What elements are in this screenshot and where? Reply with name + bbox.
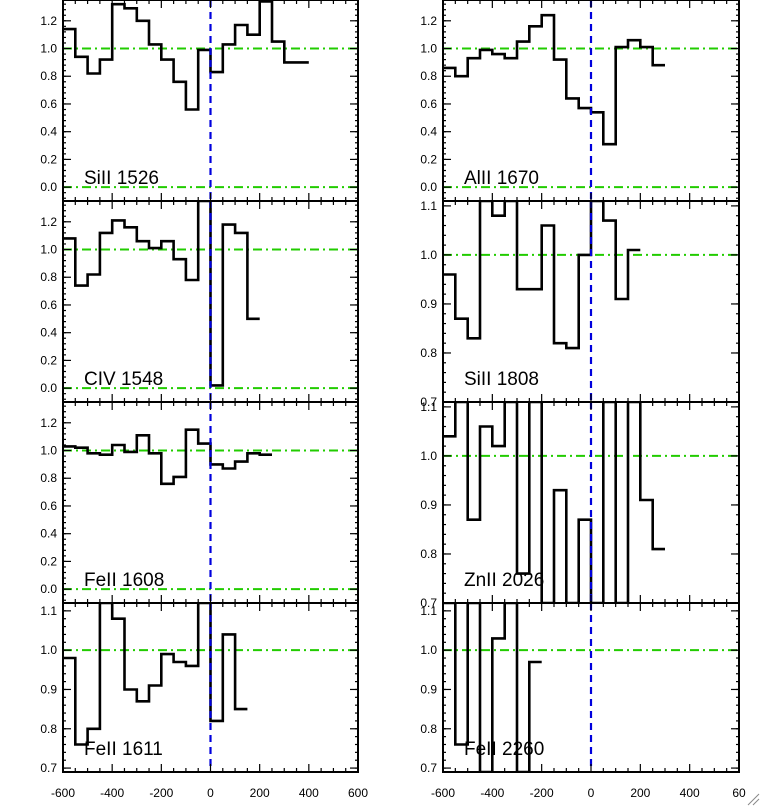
y-tick-label: 0.8 bbox=[420, 547, 437, 561]
panel-civ-1548: 0.0 0.2 0.4 0.6 0.8 1.0 1.2 CIV 1548 bbox=[40, 200, 359, 403]
y-tick-label: 1.0 bbox=[40, 444, 57, 458]
y-tick-label: 1.0 bbox=[40, 243, 57, 257]
y-tick-label: 0.2 bbox=[40, 152, 57, 166]
y-tick-label: 0.7 bbox=[420, 761, 437, 775]
y-tick-label: 0.0 bbox=[40, 180, 57, 194]
y-tick-label: 1.2 bbox=[420, 14, 437, 28]
panel-znii-2026: 0.7 0.8 0.9 1.0 1.1 ZnII 2026 bbox=[420, 400, 740, 610]
y-tick-label: 0.2 bbox=[40, 353, 57, 367]
y-tick-label: 0.8 bbox=[420, 722, 437, 736]
y-tick-label: 1.1 bbox=[420, 400, 437, 414]
x-tick-label: -200 bbox=[530, 786, 554, 800]
ion-label: FeII 2260 bbox=[464, 739, 544, 760]
x-tick-label: -600 bbox=[431, 786, 455, 800]
y-tick-label: 0.6 bbox=[40, 298, 57, 312]
y-tick-label: 1.0 bbox=[420, 643, 437, 657]
y-tick-label: 0.6 bbox=[40, 499, 57, 513]
y-tick-label: 0.8 bbox=[420, 346, 437, 360]
ion-label: CIV 1548 bbox=[84, 369, 163, 390]
y-tick-label: 0.8 bbox=[40, 722, 57, 736]
y-tick-label: 0.9 bbox=[420, 498, 437, 512]
ion-label: SiII 1808 bbox=[464, 369, 539, 390]
y-tick-label: 0.4 bbox=[40, 527, 57, 541]
y-tick-label: 1.2 bbox=[40, 416, 57, 430]
x-tick-label: 200 bbox=[250, 786, 270, 800]
x-tick-label: 200 bbox=[630, 786, 650, 800]
spectrum-line bbox=[63, 0, 309, 111]
y-tick-label: 1.1 bbox=[40, 604, 57, 618]
y-tick-label: 0.4 bbox=[40, 125, 57, 139]
spectrum-line bbox=[443, 201, 641, 350]
y-tick-label: 1.1 bbox=[420, 604, 437, 618]
y-tick-label: 1.0 bbox=[420, 449, 437, 463]
y-tick-label: 0.4 bbox=[40, 326, 57, 340]
ion-label: FeII 1608 bbox=[84, 570, 164, 591]
spectrum-line bbox=[63, 603, 248, 746]
panel-feii-1608: 0.0 0.2 0.4 0.6 0.8 1.0 1.2 FeII 1608 bbox=[40, 401, 359, 604]
spectrum-line bbox=[443, 603, 542, 772]
panel-feii-1611: 0.7 0.8 0.9 1.0 1.1 FeII 1611 bbox=[40, 602, 359, 775]
y-tick-label: 0.4 bbox=[420, 125, 437, 139]
y-tick-label: 0.9 bbox=[40, 682, 57, 696]
panel-siii-1808: 0.7 0.8 0.9 1.0 1.1 SiII 1808 bbox=[420, 199, 740, 409]
y-tick-label: 0.9 bbox=[420, 297, 437, 311]
x-tick-label: 600 bbox=[348, 786, 368, 800]
ion-label: ZnII 2026 bbox=[464, 570, 544, 591]
y-tick-label: 0.6 bbox=[420, 97, 437, 111]
y-tick-label: 1.0 bbox=[420, 248, 437, 262]
ion-label: SiII 1526 bbox=[84, 168, 159, 189]
x-tick-label: -400 bbox=[480, 786, 504, 800]
y-tick-label: 0.7 bbox=[420, 596, 437, 610]
panel-alii-1670: 0.0 0.2 0.4 0.6 0.8 1.0 1.2 AlII 1670 bbox=[420, 0, 740, 202]
y-tick-label: 0.0 bbox=[40, 582, 57, 596]
y-tick-label: 0.8 bbox=[420, 69, 437, 83]
y-tick-label: 0.8 bbox=[40, 270, 57, 284]
ion-label: AlII 1670 bbox=[464, 168, 539, 189]
y-tick-label: 1.1 bbox=[420, 199, 437, 213]
x-tick-label: 0 bbox=[207, 786, 214, 800]
y-tick-label: 0.6 bbox=[40, 97, 57, 111]
y-tick-label: 0.7 bbox=[40, 761, 57, 775]
y-tick-label: 0.0 bbox=[40, 381, 57, 395]
y-tick-label: 0.9 bbox=[420, 682, 437, 696]
x-tick-label: 60 bbox=[732, 786, 746, 800]
spectrum-line bbox=[443, 13, 665, 146]
y-tick-label: 0.8 bbox=[40, 69, 57, 83]
x-tick-label: -400 bbox=[100, 786, 124, 800]
spectrum-line bbox=[63, 428, 272, 486]
panel-siii-1526: 0.0 0.2 0.4 0.6 0.8 1.0 1.2 SiII 1526 bbox=[40, 0, 359, 202]
y-tick-label: 1.2 bbox=[40, 215, 57, 229]
y-tick-label: 0.2 bbox=[420, 152, 437, 166]
y-tick-label: 1.0 bbox=[40, 643, 57, 657]
y-tick-label: 1.0 bbox=[40, 42, 57, 56]
y-tick-label: 1.0 bbox=[420, 42, 437, 56]
y-tick-label: 0.2 bbox=[40, 554, 57, 568]
panel-feii-2260: 0.7 0.8 0.9 1.0 1.1 FeII 2260 bbox=[420, 602, 740, 775]
x-tick-label: 400 bbox=[680, 786, 700, 800]
y-tick-label: 0.8 bbox=[40, 471, 57, 485]
x-tick-label: 0 bbox=[588, 786, 595, 800]
x-tick-label: -200 bbox=[149, 786, 173, 800]
x-tick-label: -600 bbox=[51, 786, 75, 800]
y-tick-label: 0.7 bbox=[420, 395, 437, 409]
y-tick-label: 0.0 bbox=[420, 180, 437, 194]
spectrum-line bbox=[63, 201, 260, 387]
spectrum-line bbox=[443, 402, 665, 603]
resize-grip-icon[interactable] bbox=[747, 793, 760, 806]
ion-label: FeII 1611 bbox=[84, 739, 163, 760]
x-tick-label: 400 bbox=[299, 786, 319, 800]
y-tick-label: 1.2 bbox=[40, 14, 57, 28]
